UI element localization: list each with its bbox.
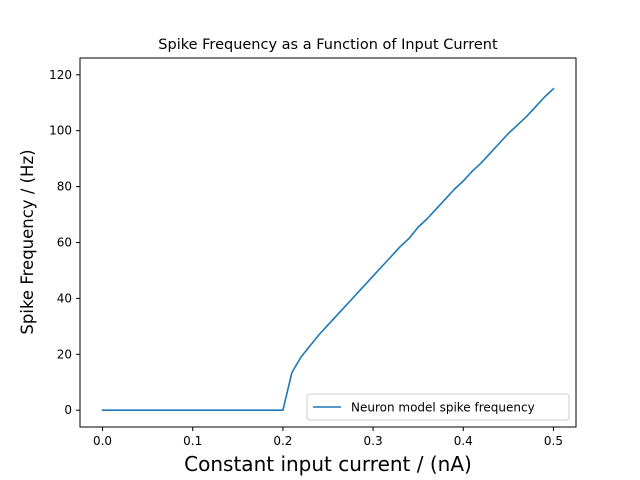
x-axis: 0.0 0.1 0.2 0.3 0.4 0.5 xyxy=(93,427,563,448)
x-tick-label: 0.3 xyxy=(364,434,383,448)
y-tick-label: 40 xyxy=(57,291,72,305)
x-tick-label: 0.1 xyxy=(183,434,202,448)
y-tick-label: 60 xyxy=(57,236,72,250)
y-tick-label: 80 xyxy=(57,180,72,194)
legend-label: Neuron model spike frequency xyxy=(351,401,535,415)
series-layer xyxy=(101,87,555,412)
chart-title: Spike Frequency as a Function of Input C… xyxy=(158,37,498,53)
y-tick-label: 0 xyxy=(64,403,72,417)
y-tick-label: 100 xyxy=(49,124,72,138)
x-tick-label: 0.0 xyxy=(93,434,112,448)
x-tick-label: 0.4 xyxy=(454,434,473,448)
y-tick-label: 20 xyxy=(57,347,72,361)
x-tick-label: 0.5 xyxy=(544,434,563,448)
x-axis-label: Constant input current / (nA) xyxy=(184,452,472,476)
y-axis-label: Spike Frequency / (Hz) xyxy=(18,149,37,334)
x-tick-label: 0.2 xyxy=(273,434,292,448)
series-line xyxy=(101,87,555,412)
legend-box xyxy=(306,393,570,421)
y-tick-label: 120 xyxy=(49,68,72,82)
y-axis: 0 20 40 60 80 100 120 xyxy=(49,68,80,417)
legend: Neuron model spike frequency xyxy=(306,393,570,421)
